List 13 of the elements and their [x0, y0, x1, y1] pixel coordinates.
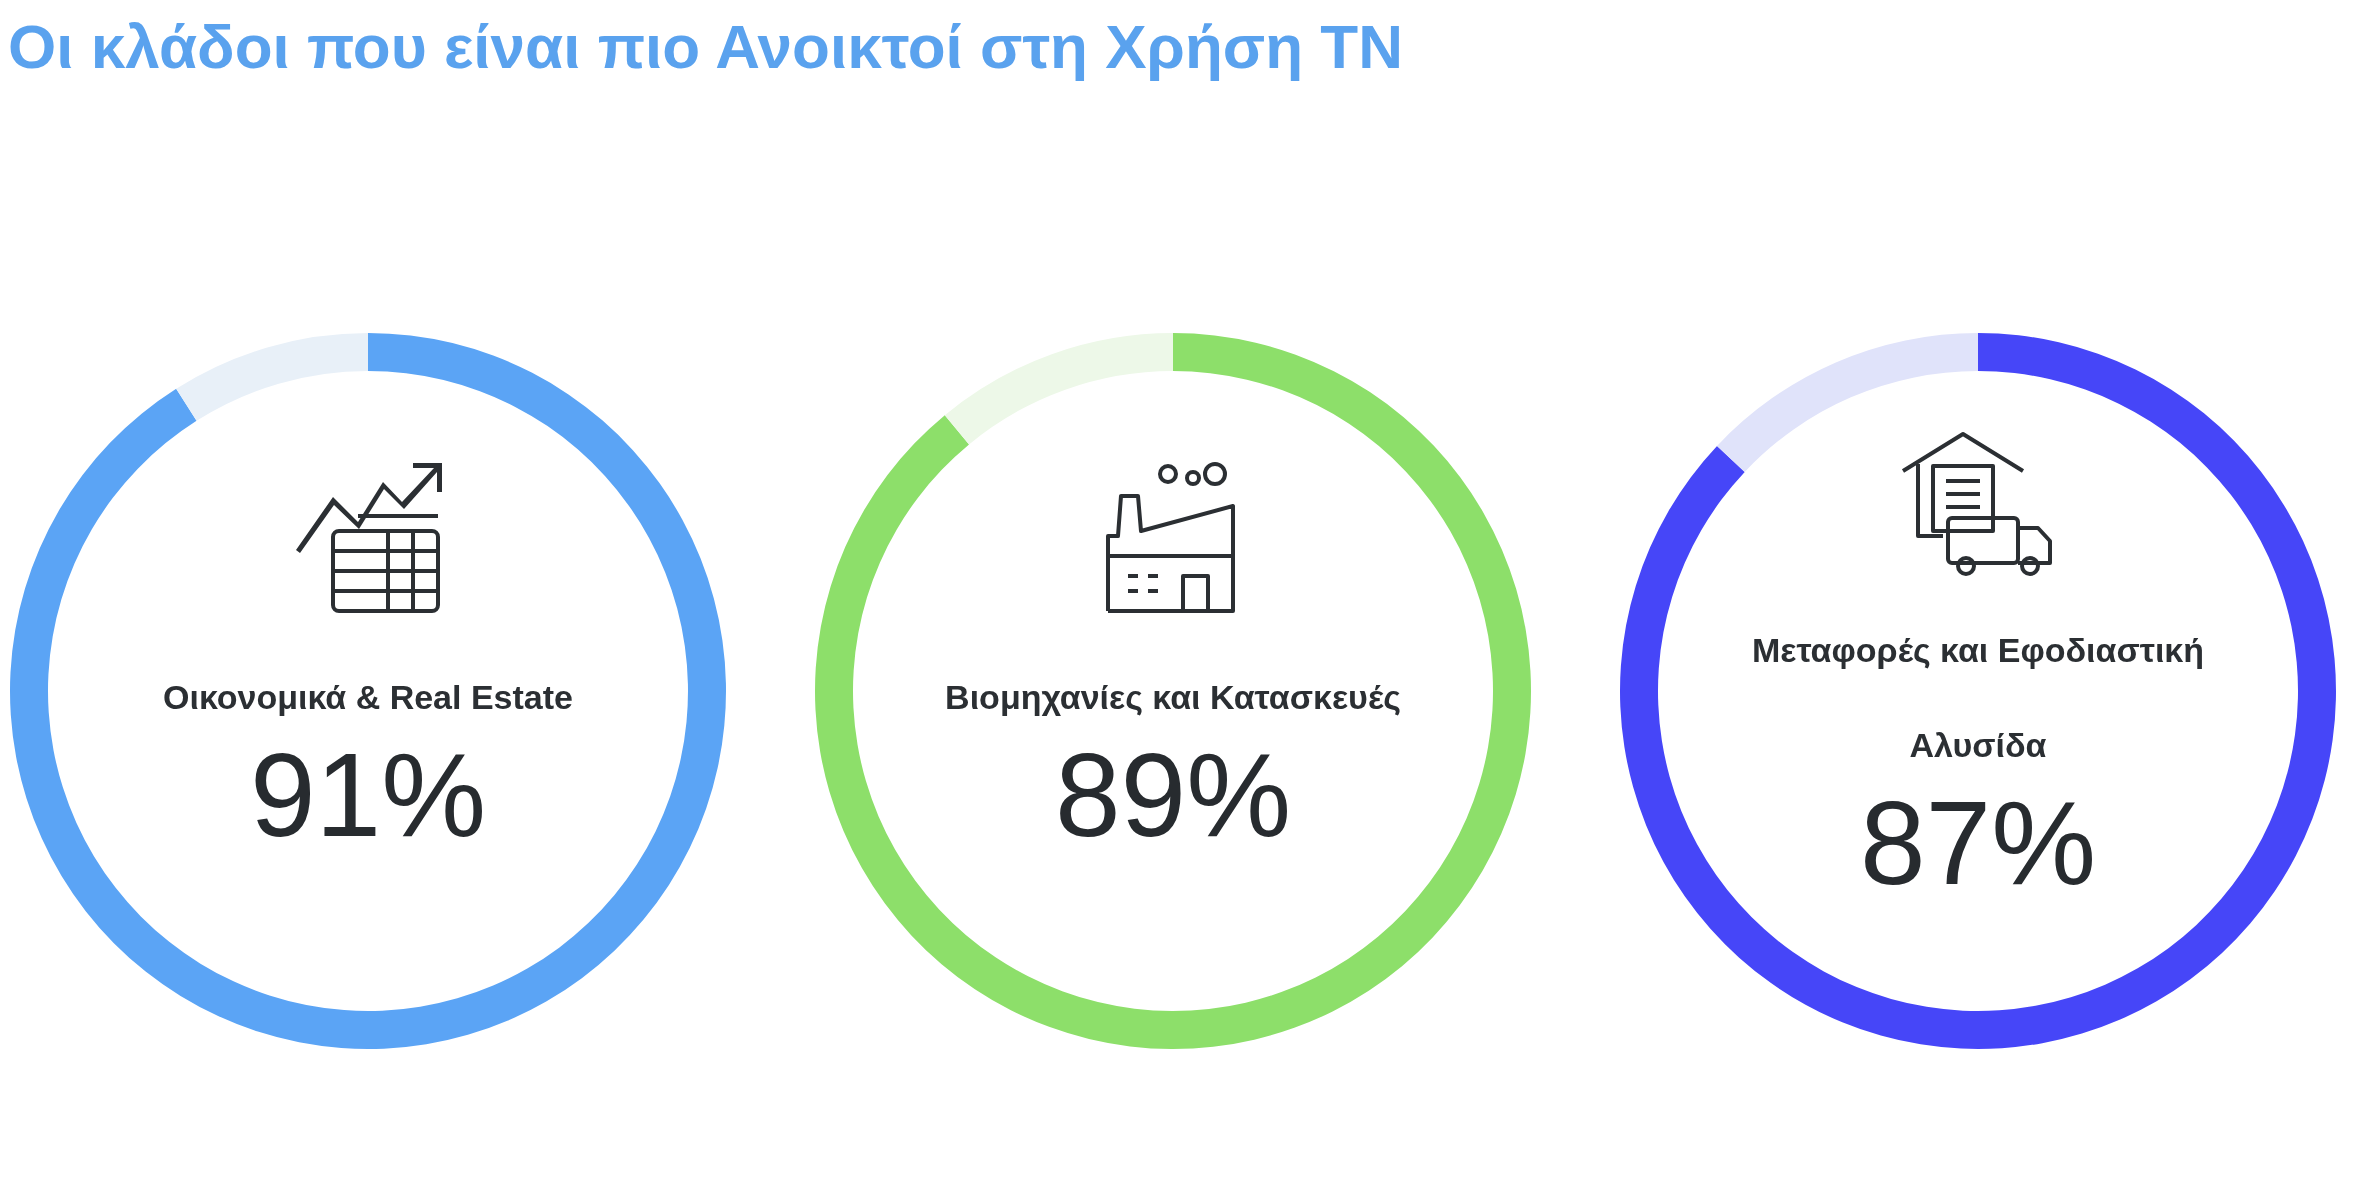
chart-title: Οι κλάδοι που είναι πιο Ανοικτοί στη Χρήση ΤΝ	[8, 12, 1403, 81]
data-label: 89%	[1054, 729, 1292, 861]
slice-label: Οικονομικά & Real Estate	[163, 678, 573, 716]
donut-slice	[944, 333, 1173, 445]
data-label: 87%	[1859, 776, 2097, 909]
data-label: 91%	[249, 729, 487, 861]
donut-slice	[1717, 333, 1978, 472]
donut-slice	[176, 333, 368, 421]
category-label: Μεταφορές και Εφοδιαστική Αλυσίδα	[1751, 630, 2205, 764]
slice-label: Βιομηχανίες και Κατασκευές	[945, 678, 1401, 716]
donut-slice	[10, 333, 726, 1049]
donut-slice	[815, 333, 1531, 1049]
donut-slice	[1620, 333, 2336, 1049]
